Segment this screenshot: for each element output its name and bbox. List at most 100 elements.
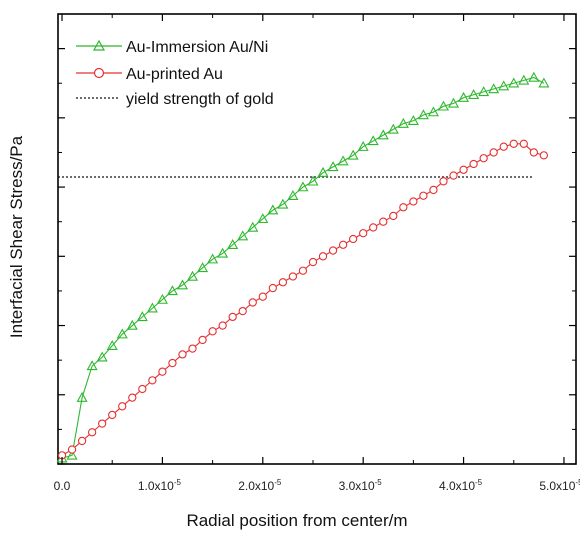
data-point (498, 80, 510, 91)
x-tick-labels: 0.0 1.0x10-5 2.0x10-5 3.0x10-5 4.0x10-5 5.0x1… (54, 478, 580, 493)
data-point (488, 83, 500, 94)
data-point (469, 159, 478, 169)
data-point (228, 312, 237, 322)
data-point (387, 123, 399, 134)
data-point (427, 106, 439, 117)
data-point (248, 298, 257, 307)
x-tick-label: 3.0x10-5 (339, 478, 383, 493)
data-point (317, 166, 329, 177)
data-point (399, 203, 408, 212)
data-point (458, 91, 470, 102)
legend-item-immersion: Au-Immersion Au/Ni (76, 39, 268, 56)
data-point (238, 306, 247, 316)
x-tick-label: 2.0x10-5 (238, 478, 282, 493)
data-point (87, 428, 97, 437)
data-point (417, 109, 429, 120)
data-point (77, 436, 87, 446)
legend: Au-Immersion Au/Ni Au-printed Au yield s… (76, 39, 274, 108)
data-point (178, 350, 187, 359)
legend-item-printed: Au-printed Au (76, 66, 223, 83)
data-point (76, 391, 88, 402)
x-tick-label: 4.0x10-5 (439, 478, 483, 493)
data-point (447, 97, 460, 108)
data-point (539, 151, 549, 160)
plot-area (56, 13, 577, 465)
data-point (367, 135, 379, 146)
data-point (67, 445, 77, 454)
data-point (156, 293, 168, 304)
data-point (508, 77, 520, 88)
data-point (419, 191, 428, 200)
legend-circle-marker (93, 67, 105, 79)
data-point (217, 247, 229, 258)
data-point (499, 142, 508, 151)
data-point (218, 321, 227, 330)
data-point (108, 410, 117, 420)
data-point (449, 171, 458, 180)
data-point (509, 139, 518, 148)
data-point (347, 149, 359, 160)
data-point (188, 344, 197, 353)
data-point (389, 211, 398, 221)
data-point (538, 77, 550, 88)
data-point (489, 148, 498, 157)
data-point (518, 74, 530, 85)
series-immersion (56, 71, 550, 463)
data-point (519, 139, 528, 148)
data-point (307, 175, 319, 186)
data-point (166, 285, 178, 296)
data-point (86, 360, 98, 371)
x-axis-title: Radial position from center/m (186, 511, 407, 530)
legend-label-printed: Au-printed Au (126, 66, 223, 83)
data-point (258, 292, 267, 301)
data-point (338, 240, 348, 249)
series-line (61, 76, 545, 459)
data-point (96, 351, 108, 362)
data-point (268, 283, 277, 293)
data-point (369, 223, 378, 232)
data-point (128, 393, 137, 402)
series-layer (56, 71, 550, 463)
data-point (529, 148, 538, 157)
data-point (247, 221, 259, 232)
data-point (237, 230, 249, 241)
data-point (429, 185, 438, 195)
data-point (328, 246, 338, 255)
data-point (348, 234, 358, 244)
data-point (138, 384, 147, 394)
legend-label-immersion: Au-Immersion Au/Ni (126, 39, 268, 56)
x-tick-exponent: -5 (174, 478, 182, 487)
data-point (116, 328, 128, 339)
plot-frame (57, 13, 577, 465)
ticks-layer (58, 14, 576, 465)
data-point (308, 257, 318, 267)
data-point (297, 181, 309, 192)
series-printed (57, 139, 549, 460)
data-point (357, 140, 369, 151)
data-point (158, 367, 167, 376)
data-point (197, 262, 209, 273)
data-point (439, 177, 448, 186)
data-point (98, 419, 107, 428)
data-point (468, 89, 480, 99)
data-point (327, 161, 339, 172)
x-tick-label: 5.0x10-5 (539, 478, 580, 493)
data-point (337, 155, 349, 166)
data-point (186, 270, 199, 281)
data-point (288, 272, 298, 281)
data-point (106, 339, 118, 350)
data-point (397, 117, 409, 128)
data-point (278, 278, 288, 287)
x-tick-label: 0.0 (54, 479, 71, 493)
data-point (459, 165, 468, 174)
x-tick-exponent: -5 (274, 478, 282, 487)
x-tick-exponent: -5 (375, 478, 383, 487)
data-point (267, 204, 279, 215)
y-axis-title: Interfacial Shear Stress/Pa (7, 135, 26, 338)
x-tick-exponent: -5 (475, 478, 483, 487)
legend-triangle-marker (92, 39, 106, 51)
data-point (207, 253, 219, 264)
legend-item-yield-strength: yield strength of gold (76, 91, 274, 108)
data-point (66, 449, 78, 460)
